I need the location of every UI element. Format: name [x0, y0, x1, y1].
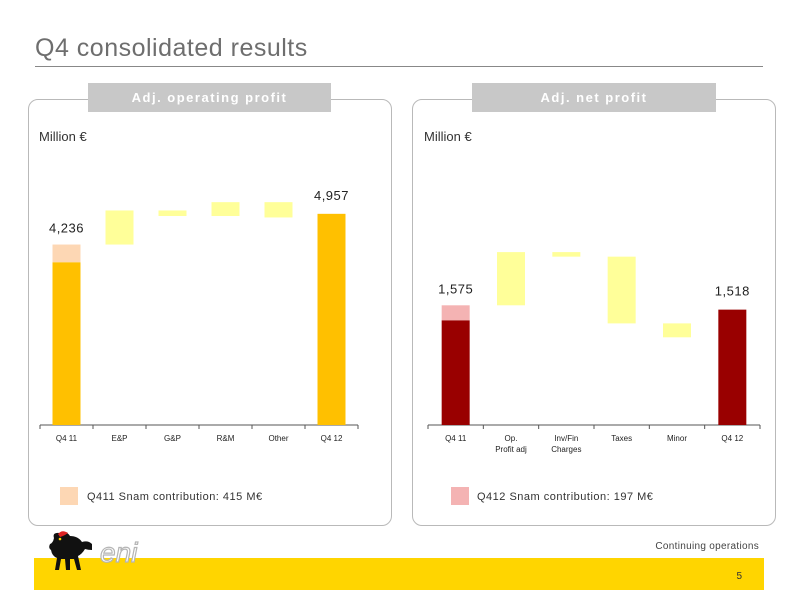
snam-legend-right: Q412 Snam contribution: 197 M€: [477, 491, 654, 503]
snam-legend-swatch-right: [451, 487, 469, 505]
net-profit-banner: Adj. net profit: [472, 83, 716, 112]
svg-text:eni: eni: [100, 537, 138, 568]
chart-1-category-label: Inv/Fin Charges: [551, 434, 581, 454]
chart-1-category-label: Q4 12: [721, 434, 743, 443]
chart-0-bar-start: [52, 262, 81, 425]
chart-0-bar-end: [317, 213, 346, 425]
chart-1-category-label: Taxes: [611, 434, 632, 443]
footer-band: [34, 558, 764, 590]
snam-legend-left: Q411 Snam contribution: 415 M€: [87, 491, 263, 503]
chart-0-data-label-start: 4,236: [49, 221, 84, 236]
page-title: Q4 consolidated results: [35, 34, 308, 62]
net-profit-unit: Million €: [424, 129, 472, 144]
chart-1-bar-start: [441, 320, 470, 425]
chart-1-bar-delta-taxes: [607, 256, 636, 324]
chart-0-bar-delta-e-p: [105, 210, 134, 245]
chart-0-bar-delta-r-m: [211, 202, 240, 217]
chart-1-bar-delta-minor: [663, 323, 691, 338]
chart-0-data-label-end: 4,957: [314, 188, 349, 203]
chart-0-category-label: R&M: [217, 434, 235, 443]
footer-note: Continuing operations: [655, 541, 759, 552]
chart-0-category-label: Q4 11: [56, 434, 78, 443]
chart-1-bar-delta-inv-fin-charges: [552, 252, 581, 257]
net-profit-panel: [412, 99, 776, 526]
chart-1-bar-end: [718, 309, 747, 425]
eni-logo: eni: [48, 528, 168, 581]
chart-0-category-label: Q4 12: [321, 434, 343, 443]
six-legged-dog-icon: eni: [49, 531, 139, 570]
chart-0-bar-start-snam: [52, 244, 81, 263]
chart-1-bar-delta-op-profit-adj: [497, 252, 525, 306]
title-rule: [35, 66, 763, 67]
chart-0-bar-delta-g-p: [158, 210, 187, 217]
operating-profit-unit: Million €: [39, 129, 87, 144]
operating-profit-banner: Adj. operating profit: [88, 83, 331, 112]
page-number: 5: [736, 571, 742, 582]
chart-0-bar-delta-other: [264, 202, 293, 218]
chart-0-category-label: E&P: [111, 434, 127, 443]
chart-1-category-label: Q4 11: [445, 434, 467, 443]
chart-0-category-label: G&P: [164, 434, 181, 443]
chart-1-data-label-end: 1,518: [715, 284, 750, 299]
chart-1-category-label: Minor: [667, 434, 687, 443]
chart-1-bar-start-snam: [441, 305, 470, 321]
chart-1-category-label: Op. Profit adj: [495, 434, 527, 454]
chart-1-data-label-start: 1,575: [438, 281, 473, 296]
chart-0-category-label: Other: [268, 434, 288, 443]
snam-legend-swatch-left: [60, 487, 78, 505]
